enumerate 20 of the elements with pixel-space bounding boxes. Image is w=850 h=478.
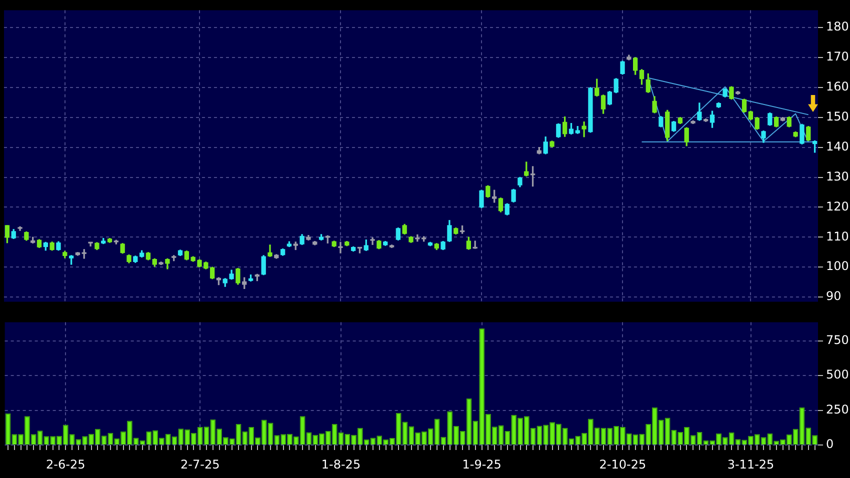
x-tick-label: 2-10-25	[599, 457, 646, 472]
y-tick-label: 180	[826, 20, 849, 34]
y-tick-label: 170	[826, 50, 849, 64]
y-tick-label: 150	[826, 110, 849, 124]
y-tick-label: 160	[826, 80, 849, 94]
x-tick-label: 2-6-25	[46, 457, 86, 472]
y-tick-label: 90	[826, 289, 842, 304]
y-tick-label: 250	[826, 402, 849, 416]
x-tick-label: 2-7-25	[180, 457, 220, 472]
x-tick-label: 3-11-25	[727, 457, 774, 472]
y-tick-label: 120	[826, 199, 849, 214]
y-tick-label: 750	[826, 333, 849, 348]
x-tick-label: 1-8-25	[321, 457, 361, 472]
y-tick-label: 130	[826, 169, 849, 184]
y-tick-label: 0	[826, 437, 834, 452]
y-tick-label: 500	[826, 368, 849, 382]
y-tick-label: 110	[826, 229, 849, 244]
y-tick-label: 100	[826, 259, 849, 274]
x-tick-label: 1-9-25	[462, 457, 502, 472]
y-tick-label: 140	[826, 139, 849, 154]
